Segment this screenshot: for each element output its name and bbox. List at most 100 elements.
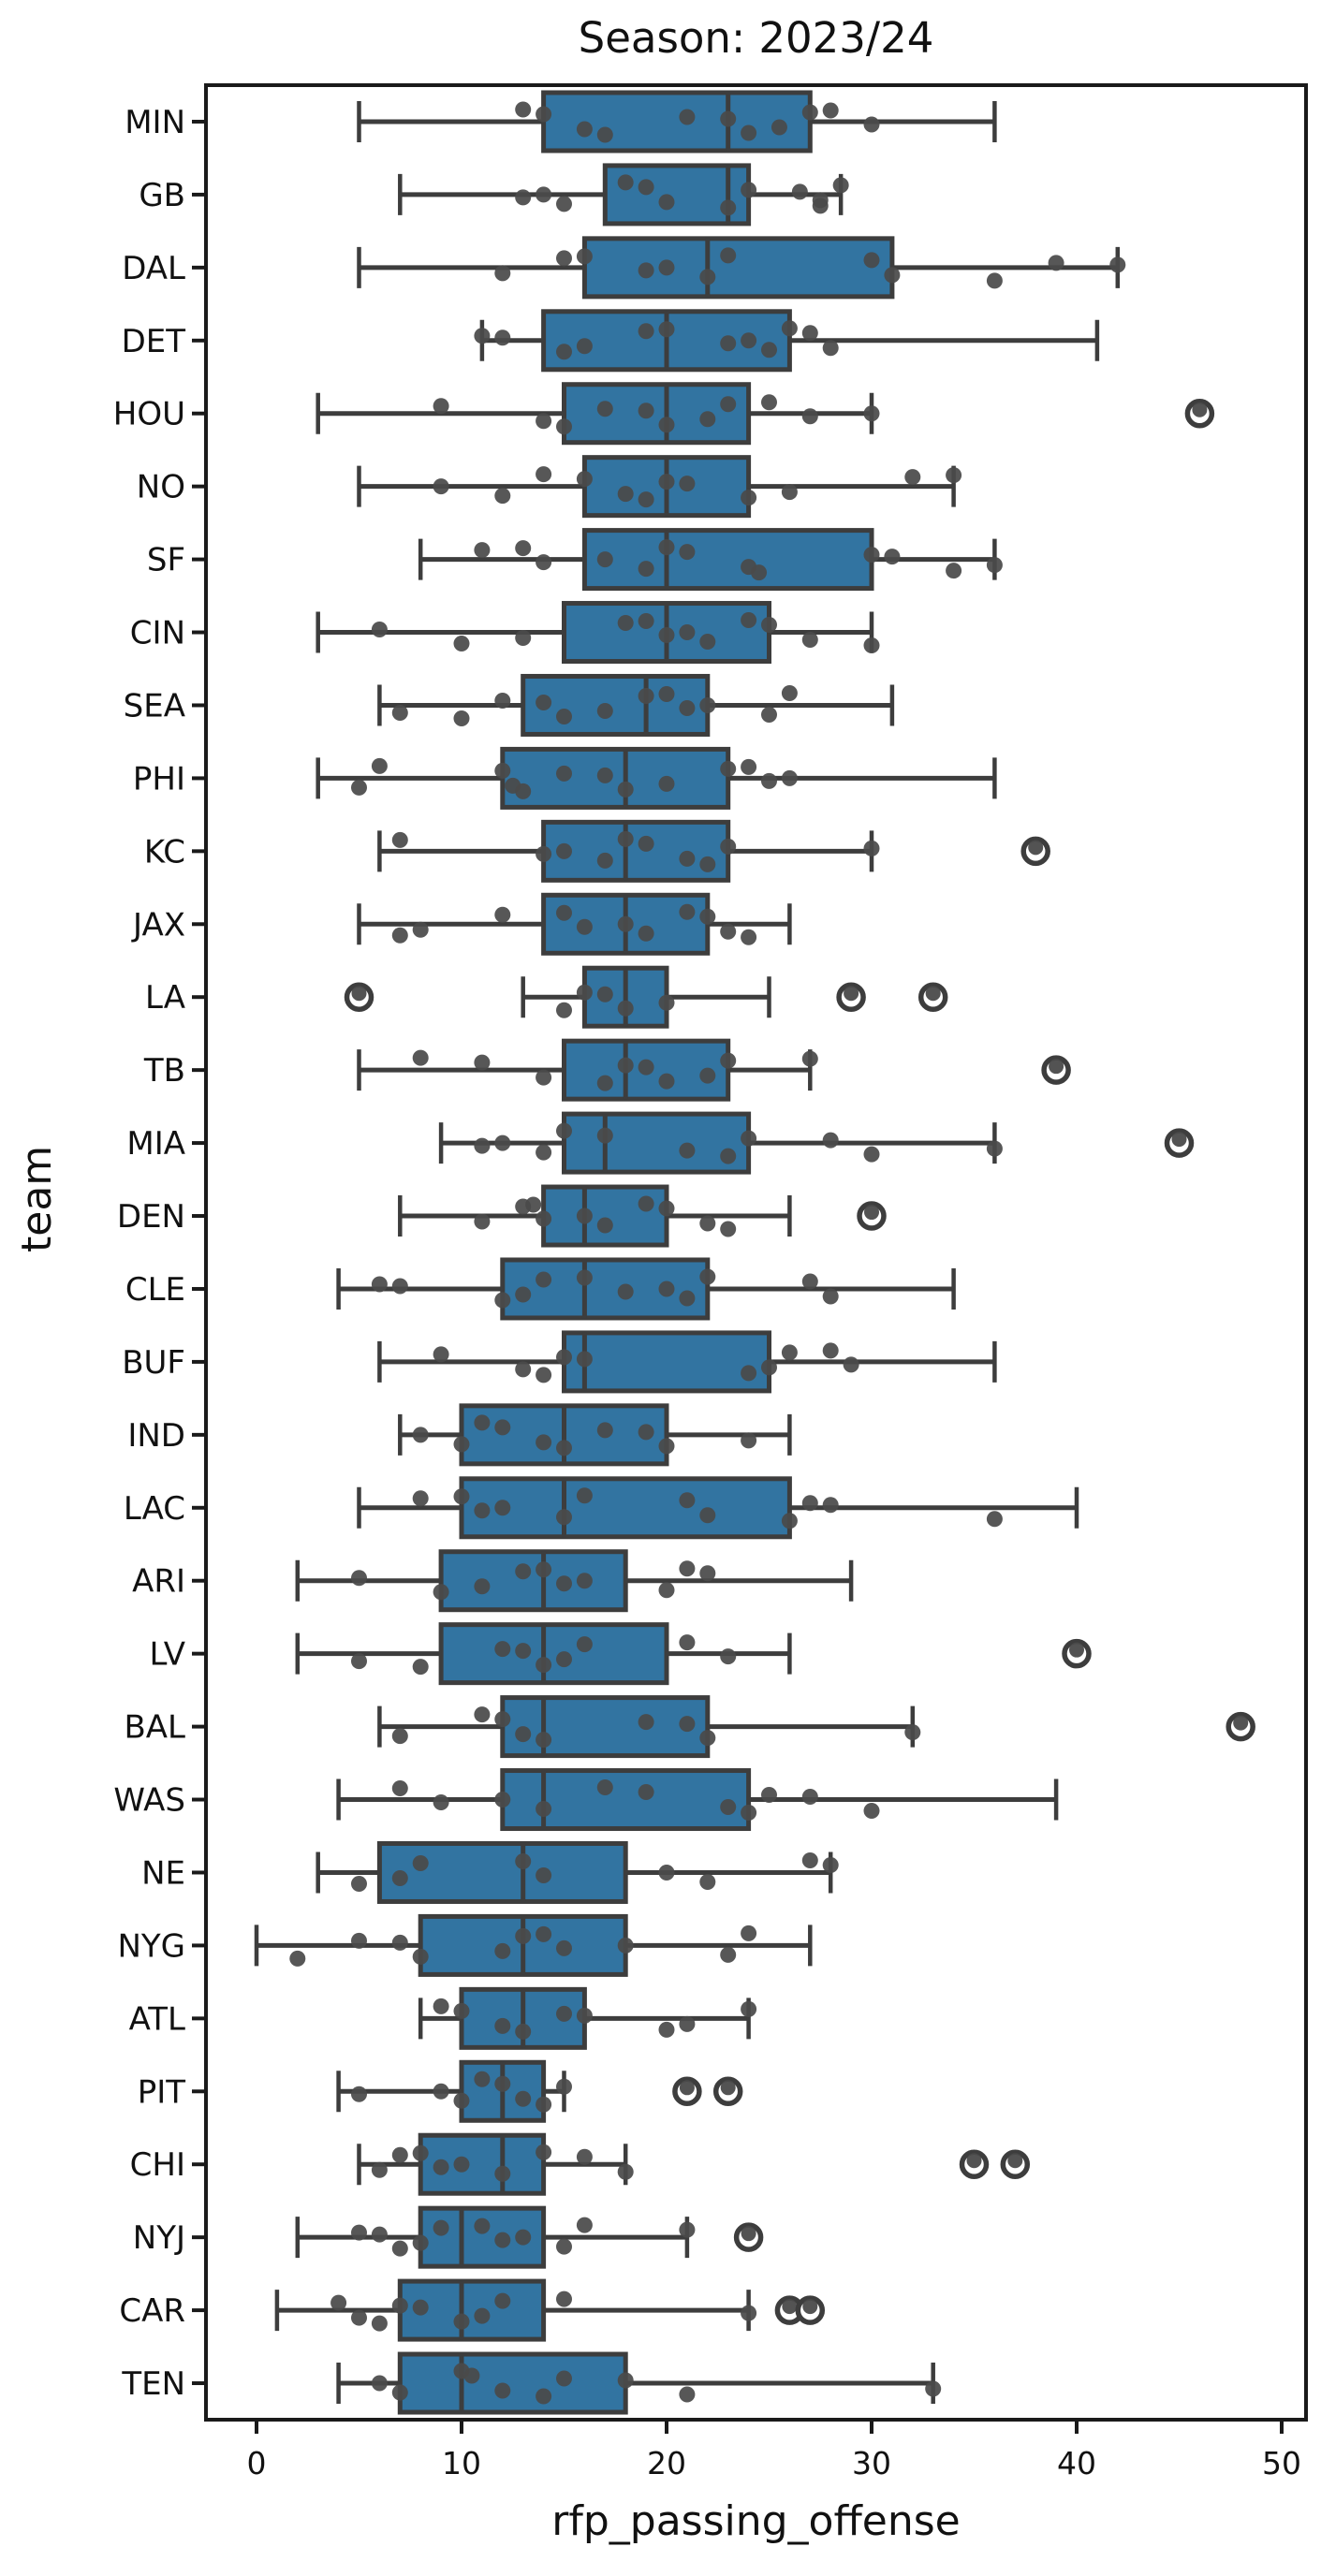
strip-point (536, 1144, 552, 1161)
strip-point (699, 908, 716, 925)
strip-point (556, 1122, 572, 1139)
strip-point (412, 1854, 429, 1871)
strip-point (453, 2002, 470, 2019)
strip-point (576, 2217, 593, 2233)
strip-point (576, 1487, 593, 1504)
strip-point (474, 1137, 491, 1154)
strip-point (638, 925, 654, 942)
strip-point (801, 1273, 818, 1290)
strip-point (536, 2144, 552, 2160)
strip-point (433, 1346, 449, 1363)
strip-point (679, 544, 696, 561)
strip-point (699, 1507, 716, 1524)
strip-point (556, 1509, 572, 1526)
strip-point (556, 2291, 572, 2307)
strip-point (536, 106, 552, 123)
strip-point (761, 342, 777, 359)
strip-point (412, 2144, 429, 2161)
box-CLE (500, 1257, 711, 1321)
strip-point (556, 196, 572, 212)
strip-point (371, 2375, 388, 2392)
strip-point (494, 329, 511, 346)
team-label: PIT (138, 2073, 186, 2111)
strip-point (351, 2086, 367, 2102)
strip-point (576, 1351, 593, 1368)
strip-point (638, 262, 654, 279)
strip-point (556, 1575, 572, 1592)
strip-point (515, 1286, 532, 1303)
strip-point (536, 554, 552, 571)
outlier-point (864, 1205, 879, 1221)
strip-point (474, 1578, 491, 1595)
strip-point (638, 1714, 654, 1731)
strip-point (638, 613, 654, 630)
strip-point (781, 320, 798, 337)
strip-point (536, 466, 552, 483)
strip-point (515, 101, 532, 118)
strip-point (474, 2071, 491, 2087)
strip-point (596, 1422, 613, 1439)
box-MIN (541, 90, 813, 154)
strip-point (658, 775, 675, 792)
team-label: ATL (129, 2000, 185, 2038)
strip-point (761, 1359, 777, 1376)
strip-point (289, 1950, 306, 1967)
strip-point (638, 491, 654, 508)
strip-point (536, 1732, 552, 1749)
box-ARI (438, 1549, 628, 1613)
strip-point (412, 921, 429, 938)
strip-point (351, 1932, 367, 1949)
strip-point (638, 561, 654, 578)
strip-point (720, 1648, 737, 1665)
strip-point (699, 269, 716, 285)
strip-point (801, 1852, 818, 1868)
strip-point (556, 344, 572, 360)
strip-point (515, 540, 532, 557)
strip-point (453, 2313, 470, 2330)
strip-point (536, 413, 552, 430)
strip-point (781, 684, 798, 701)
strip-point (720, 760, 737, 777)
outlier-point (1233, 1715, 1249, 1731)
strip-point (536, 1434, 552, 1451)
strip-point (832, 177, 849, 194)
strip-point (391, 1780, 408, 1797)
team-label: NYG (117, 1927, 185, 1965)
box-LV (438, 1622, 669, 1686)
strip-point (536, 1561, 552, 1578)
strip-point (679, 699, 696, 716)
strip-point (617, 1937, 634, 1954)
strip-point (679, 1290, 696, 1307)
strip-point (699, 856, 716, 872)
strip-point (371, 2315, 388, 2332)
strip-point (330, 2294, 347, 2311)
strip-point (658, 259, 675, 276)
strip-point (596, 1217, 613, 1234)
strip-point (391, 2240, 408, 2257)
strip-point (822, 1132, 839, 1149)
strip-point (781, 1344, 798, 1361)
strip-point (433, 1584, 449, 1601)
strip-point (679, 624, 696, 641)
strip-point (720, 199, 737, 216)
strip-point (494, 2292, 511, 2309)
strip-point (946, 563, 962, 579)
strip-point (351, 779, 367, 796)
strip-point (863, 547, 880, 564)
strip-point (638, 1784, 654, 1801)
x-tick-label: 10 (442, 2445, 481, 2481)
strip-point (576, 1269, 593, 1286)
box-PHI (500, 746, 731, 810)
strip-point (638, 687, 654, 704)
strip-point (617, 174, 634, 191)
box-NE (376, 1840, 628, 1904)
box-DAL (581, 236, 895, 300)
strip-point (699, 1067, 716, 1084)
strip-point (946, 467, 962, 484)
strip-point (761, 617, 777, 634)
strip-point (536, 1210, 552, 1227)
strip-point (494, 1419, 511, 1436)
strip-point (351, 1875, 367, 1892)
strip-point (822, 340, 839, 357)
